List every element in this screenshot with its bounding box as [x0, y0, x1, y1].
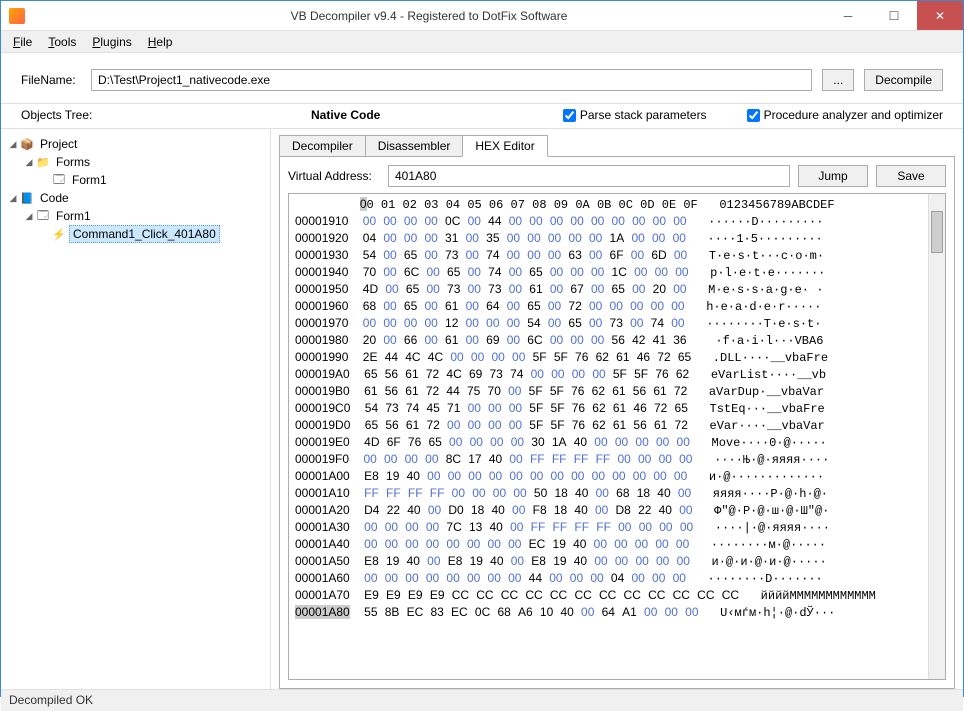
file-row: FileName: ... Decompile [1, 53, 963, 103]
proc-analyzer-checkbox[interactable]: Procedure analyzer and optimizer [747, 108, 943, 122]
menu-tools[interactable]: Tools [42, 33, 82, 51]
vertical-scrollbar[interactable] [928, 194, 945, 679]
virtual-address-input[interactable] [388, 165, 790, 187]
menubar: File Tools Plugins Help [1, 31, 963, 53]
objects-tree-label: Objects Tree: [21, 108, 271, 122]
maximize-button[interactable]: ☐ [871, 1, 917, 30]
native-code-label: Native Code [311, 108, 523, 122]
tabs: Decompiler Disassembler HEX Editor [279, 135, 955, 157]
menu-help[interactable]: Help [142, 33, 179, 51]
save-button[interactable]: Save [876, 165, 946, 187]
virtual-address-label: Virtual Address: [288, 169, 380, 183]
menu-plugins[interactable]: Plugins [86, 33, 137, 51]
titlebar: VB Decompiler v9.4 - Registered to DotFi… [1, 1, 963, 31]
jump-button[interactable]: Jump [798, 165, 868, 187]
tree-command1[interactable]: ⚡Command1_Click_401A80 [5, 225, 266, 243]
minimize-button[interactable]: ─ [825, 1, 871, 30]
parse-stack-checkbox[interactable]: Parse stack parameters [563, 108, 707, 122]
close-button[interactable]: ✕ [917, 1, 963, 30]
tab-hex-editor[interactable]: HEX Editor [462, 135, 547, 157]
content-panel: Decompiler Disassembler HEX Editor Virtu… [271, 129, 963, 689]
tree-forms[interactable]: ◢📁Forms [5, 153, 266, 171]
section-row: Objects Tree: Native Code Parse stack pa… [1, 103, 963, 128]
window-title: VB Decompiler v9.4 - Registered to DotFi… [33, 9, 825, 23]
browse-button[interactable]: ... [822, 69, 854, 91]
tree-panel: ◢📦Project ◢📁Forms 🗔Form1 ◢📘Code ◢🗔Form1 … [1, 129, 271, 689]
filename-label: FileName: [21, 73, 81, 87]
tree-project[interactable]: ◢📦Project [5, 135, 266, 153]
status-bar: Decompiled OK [1, 689, 963, 711]
app-icon [9, 8, 25, 24]
tree-code[interactable]: ◢📘Code [5, 189, 266, 207]
hex-view[interactable]: 00 01 02 03 04 05 06 07 08 09 0A 0B 0C 0… [288, 193, 946, 680]
decompile-button[interactable]: Decompile [864, 69, 943, 91]
tab-disassembler[interactable]: Disassembler [365, 135, 464, 157]
menu-file[interactable]: File [7, 33, 38, 51]
hex-editor-panel: Virtual Address: Jump Save 00 01 02 03 0… [279, 156, 955, 689]
tree-form1[interactable]: 🗔Form1 [5, 171, 266, 189]
filename-input[interactable] [91, 69, 812, 91]
tab-decompiler[interactable]: Decompiler [279, 135, 366, 157]
tree-code-form1[interactable]: ◢🗔Form1 [5, 207, 266, 225]
